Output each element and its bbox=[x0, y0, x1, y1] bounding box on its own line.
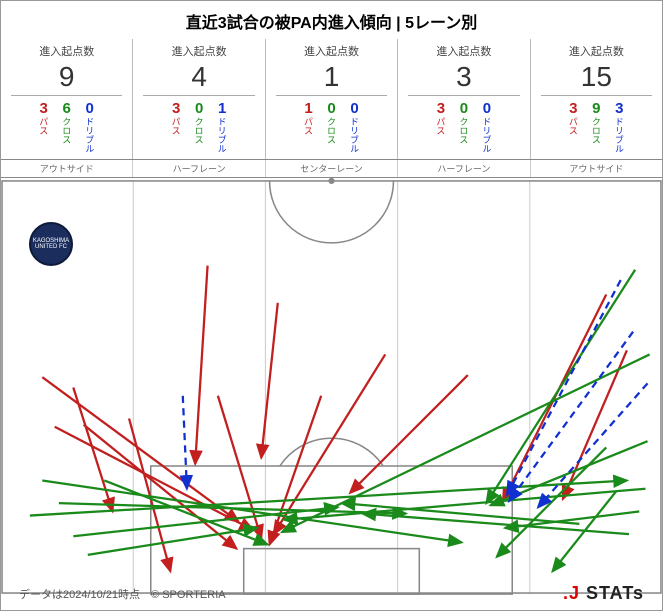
pitch-svg bbox=[1, 178, 662, 597]
stat-breakdown: 3パス0クロス0ドリブル bbox=[400, 100, 527, 153]
stat-label: 進入起点数 bbox=[135, 43, 262, 59]
stat-total: 9 bbox=[11, 61, 122, 96]
stat-label: 進入起点数 bbox=[400, 43, 527, 59]
team-badge: KAGOSHIMA UNITED FC bbox=[29, 222, 73, 266]
stats-row: 進入起点数93パス6クロス0ドリブル進入起点数43パス0クロス1ドリブル進入起点… bbox=[1, 39, 662, 160]
stat-breakdown: 1パス0クロス0ドリブル bbox=[268, 100, 395, 153]
stat-label: 進入起点数 bbox=[533, 43, 660, 59]
lane-name-label: アウトサイド bbox=[1, 160, 133, 177]
pitch-area: KAGOSHIMA UNITED FC bbox=[1, 177, 662, 597]
stat-total: 15 bbox=[541, 61, 652, 96]
lane-stat-box: 進入起点数 15 3パス9クロス3ドリブル bbox=[531, 39, 662, 159]
stat-label: 進入起点数 bbox=[3, 43, 130, 59]
lane-name-label: アウトサイド bbox=[531, 160, 662, 177]
stat-total: 4 bbox=[143, 61, 254, 96]
footer: データは2024/10/21時点 © SPORTERIA .J STATs bbox=[1, 579, 662, 610]
lane-name-label: センターレーン bbox=[266, 160, 398, 177]
lane-stat-box: 進入起点数 3 3パス0クロス0ドリブル bbox=[398, 39, 530, 159]
footer-credit: データは2024/10/21時点 © SPORTERIA bbox=[19, 586, 226, 602]
lane-names-row: アウトサイドハーフレーンセンターレーンハーフレーンアウトサイド bbox=[1, 160, 662, 177]
lane-name-label: ハーフレーン bbox=[133, 160, 265, 177]
stat-breakdown: 3パス9クロス3ドリブル bbox=[533, 100, 660, 153]
stat-breakdown: 3パス0クロス1ドリブル bbox=[135, 100, 262, 153]
stat-total: 3 bbox=[408, 61, 519, 96]
footer-logo: .J STATs bbox=[563, 583, 644, 604]
lane-name-label: ハーフレーン bbox=[398, 160, 530, 177]
stat-total: 1 bbox=[276, 61, 387, 96]
chart-title: 直近3試合の被PA内進入傾向 | 5レーン別 bbox=[1, 1, 662, 39]
lane-stat-box: 進入起点数 1 1パス0クロス0ドリブル bbox=[266, 39, 398, 159]
stat-label: 進入起点数 bbox=[268, 43, 395, 59]
lane-stat-box: 進入起点数 4 3パス0クロス1ドリブル bbox=[133, 39, 265, 159]
lane-stat-box: 進入起点数 9 3パス6クロス0ドリブル bbox=[1, 39, 133, 159]
stat-breakdown: 3パス6クロス0ドリブル bbox=[3, 100, 130, 153]
